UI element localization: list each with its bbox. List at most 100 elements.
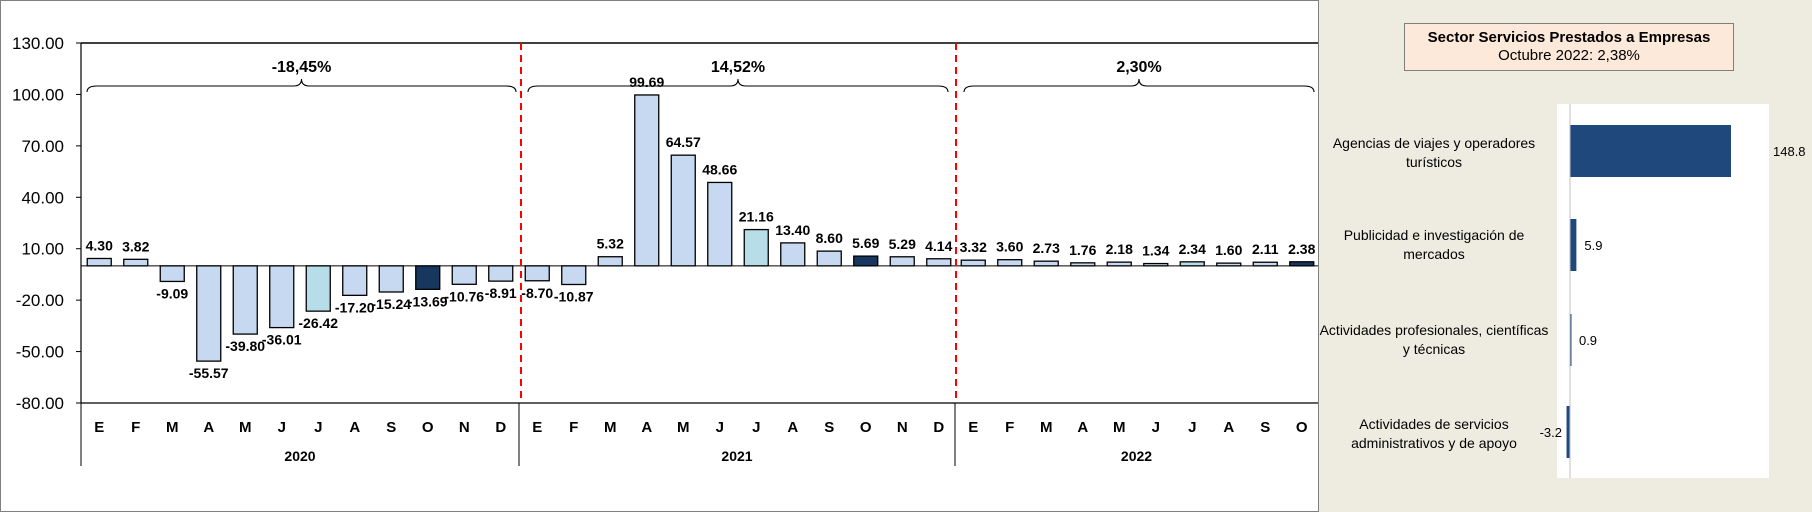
data-label: -8.70 bbox=[521, 285, 553, 301]
y-tick-label: -20.00 bbox=[16, 291, 64, 310]
bar-2022-J bbox=[1179, 261, 1205, 267]
bar-2020-S bbox=[378, 265, 404, 293]
month-tick-label: O bbox=[1296, 419, 1308, 436]
sector-bar-chart: 148.8 5.9 0.9 -3.2 bbox=[1540, 104, 1806, 478]
month-tick-label: J bbox=[314, 419, 322, 436]
bar-2020-F bbox=[123, 258, 149, 267]
data-label: 4.14 bbox=[925, 238, 952, 254]
data-label: 2.73 bbox=[1033, 240, 1060, 256]
data-label: 8.60 bbox=[816, 230, 843, 246]
bar-2021-A bbox=[634, 94, 660, 267]
y-tick-label: 10.00 bbox=[21, 240, 64, 259]
month-tick-label: F bbox=[131, 419, 140, 436]
month-tick-label: M bbox=[604, 419, 617, 436]
month-tick-label: J bbox=[1152, 419, 1160, 436]
year-label: 2021 bbox=[721, 448, 752, 464]
bar-2022-S bbox=[1252, 261, 1278, 267]
sector-bar bbox=[1570, 125, 1731, 177]
data-label: 1.34 bbox=[1142, 243, 1169, 259]
month-tick-label: A bbox=[349, 419, 360, 436]
bar-2020-M bbox=[232, 265, 258, 335]
category-label-advertising: Publicidad e investigación de mercados bbox=[1343, 227, 1525, 262]
bar-2022-F bbox=[997, 259, 1023, 267]
month-tick-label: F bbox=[1005, 419, 1014, 436]
month-tick-label: M bbox=[1113, 419, 1126, 436]
month-tick-label: D bbox=[495, 419, 506, 436]
period-brace bbox=[527, 78, 949, 93]
data-label: 1.76 bbox=[1069, 242, 1096, 258]
data-label: 64.57 bbox=[666, 134, 701, 150]
y-tick-label: 130.00 bbox=[12, 34, 64, 53]
bar-2020-M bbox=[159, 265, 185, 283]
sector-value-label: 148.8 bbox=[1773, 144, 1806, 159]
data-label: 5.69 bbox=[852, 235, 879, 251]
month-tick-label: D bbox=[933, 419, 944, 436]
month-tick-label: F bbox=[569, 419, 578, 436]
month-tick-label: J bbox=[716, 419, 724, 436]
bar-2021-M bbox=[597, 256, 623, 267]
category-label-professional: Actividades profesionales, científicas y… bbox=[1319, 322, 1549, 357]
month-tick-label: N bbox=[459, 419, 470, 436]
bar-2020-N bbox=[451, 265, 477, 285]
bar-2021-A bbox=[780, 242, 806, 267]
period-brace bbox=[86, 78, 517, 93]
data-label: -17.20 bbox=[335, 299, 375, 315]
data-label: -15.24 bbox=[371, 296, 411, 312]
data-label: 2.38 bbox=[1288, 241, 1315, 257]
category-label-administrative: Actividades de servicios administrativos… bbox=[1351, 416, 1517, 451]
y-tick-label: -50.00 bbox=[16, 343, 64, 362]
bar-2021-F bbox=[561, 265, 587, 286]
sector-title-box: Sector Servicios Prestados a Empresas Oc… bbox=[1404, 23, 1734, 71]
month-tick-label: M bbox=[677, 419, 690, 436]
bar-2020-J bbox=[305, 265, 331, 312]
month-tick-label: O bbox=[860, 419, 872, 436]
period-summary-label: 14,52% bbox=[711, 59, 765, 76]
data-label: -55.57 bbox=[189, 365, 229, 381]
sector-value-label: 5.9 bbox=[1584, 238, 1602, 253]
bar-2021-M bbox=[670, 154, 696, 267]
year-label: 2022 bbox=[1121, 448, 1152, 464]
data-label: 48.66 bbox=[702, 161, 737, 177]
bar-2022-A bbox=[1216, 262, 1242, 267]
month-tick-label: A bbox=[1223, 419, 1234, 436]
data-label: 2.11 bbox=[1252, 241, 1279, 257]
data-label: 5.32 bbox=[597, 236, 624, 252]
period-summary-label: -18,45% bbox=[272, 59, 332, 76]
data-label: 2.34 bbox=[1179, 241, 1206, 257]
data-label: 3.60 bbox=[996, 239, 1023, 255]
sector-title: Sector Servicios Prestados a Empresas bbox=[1427, 29, 1711, 46]
data-label: -36.01 bbox=[262, 332, 302, 348]
month-tick-label: A bbox=[787, 419, 798, 436]
month-tick-label: A bbox=[641, 419, 652, 436]
sector-value-label: 0.9 bbox=[1579, 333, 1597, 348]
sector-bar bbox=[1566, 406, 1570, 458]
bar-2021-J bbox=[707, 181, 733, 267]
category-label-travel: Agencias de viajes y operadores turístic… bbox=[1332, 135, 1536, 170]
y-tick-label: 40.00 bbox=[21, 188, 64, 207]
month-tick-label: M bbox=[166, 419, 179, 436]
year-label: 2020 bbox=[284, 448, 315, 464]
month-tick-label: S bbox=[386, 419, 396, 436]
data-label: 3.82 bbox=[122, 238, 149, 254]
bar-2022-A bbox=[1070, 262, 1096, 267]
bar-2020-D bbox=[488, 265, 514, 282]
bar-2021-J bbox=[743, 228, 769, 267]
data-label: 13.40 bbox=[775, 222, 810, 238]
data-label: -26.42 bbox=[298, 315, 338, 331]
month-tick-label: J bbox=[278, 419, 286, 436]
bar-2022-E bbox=[960, 259, 986, 267]
month-tick-label: M bbox=[239, 419, 252, 436]
bar-2020-O bbox=[415, 265, 441, 290]
data-label: 5.29 bbox=[889, 236, 916, 252]
data-label: -13.69 bbox=[408, 293, 448, 309]
period-brace bbox=[963, 78, 1315, 93]
data-label: -10.76 bbox=[444, 288, 484, 304]
month-tick-label: O bbox=[422, 419, 434, 436]
month-tick-label: E bbox=[94, 419, 104, 436]
sector-panel: 148.8 5.9 0.9 -3.2 Sector Servicios Prestad… bbox=[1318, 0, 1812, 512]
bar-2020-E bbox=[86, 257, 112, 267]
sector-subtitle: Octubre 2022: 2,38% bbox=[1498, 47, 1640, 64]
data-label: 1.60 bbox=[1215, 242, 1242, 258]
bar-2020-A bbox=[196, 265, 222, 362]
y-tick-label: -80.00 bbox=[16, 394, 64, 413]
